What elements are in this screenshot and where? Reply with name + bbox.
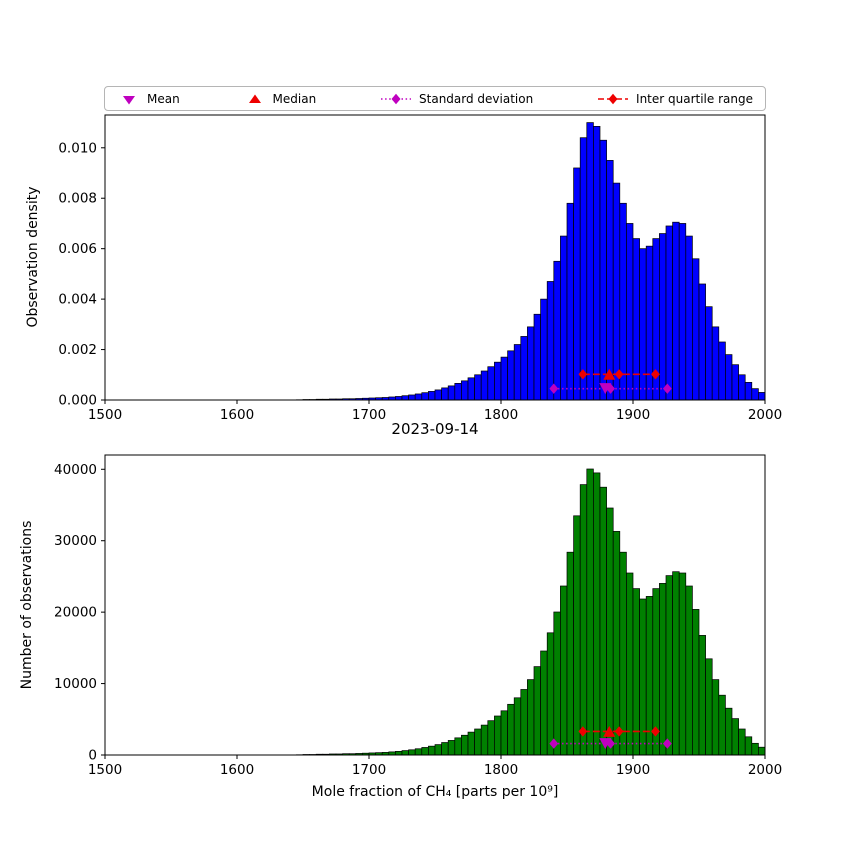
legend-item-iqr: Inter quartile range: [596, 92, 753, 106]
stat-markers: [549, 725, 672, 750]
svg-text:30000: 30000: [54, 533, 97, 549]
legend: Mean Median Standard deviation Inter qua…: [104, 86, 766, 111]
iqr-dashed-diamond-icon: [598, 93, 629, 104]
svg-text:0.002: 0.002: [58, 342, 97, 358]
svg-text:2000: 2000: [748, 407, 782, 423]
std-deviation-dotted-diamond-icon: [381, 93, 412, 104]
ylabel-density: Observation density: [25, 186, 41, 328]
stat-markers: [549, 368, 672, 395]
legend-label-median: Median: [272, 91, 317, 106]
svg-text:1800: 1800: [484, 762, 518, 778]
ylabel-counts: Number of observations: [19, 520, 35, 690]
svg-text:2000: 2000: [748, 762, 782, 778]
legend-label-mean: Mean: [147, 91, 180, 106]
svg-text:1600: 1600: [220, 762, 254, 778]
svg-text:1900: 1900: [616, 407, 650, 423]
histogram-bars: [296, 122, 766, 401]
density-histogram: 1500 1600 1700 1800 1900 2000 0.000 0.002 0.004 0…: [58, 114, 782, 423]
svg-text:0.010: 0.010: [58, 140, 97, 156]
svg-text:0.006: 0.006: [58, 241, 97, 257]
svg-text:0.000: 0.000: [58, 393, 97, 409]
svg-text:1700: 1700: [352, 762, 386, 778]
svg-text:1700: 1700: [352, 407, 386, 423]
svg-text:40000: 40000: [54, 462, 97, 478]
svg-text:1800: 1800: [484, 407, 518, 423]
svg-text:20000: 20000: [54, 605, 97, 621]
chart-title-date: 2023-09-14: [391, 420, 479, 438]
xlabel-mole-fraction: Mole fraction of CH₄ [parts per 10⁹]: [311, 784, 559, 800]
legend-label-std: Standard deviation: [419, 91, 534, 106]
legend-item-std: Standard deviation: [379, 92, 533, 106]
svg-text:10000: 10000: [54, 676, 97, 692]
counts-histogram: 1500 1600 1700 1800 1900 20000100002000030000…: [54, 454, 782, 778]
svg-text:0.004: 0.004: [58, 292, 97, 308]
median-triangle-up-icon: [248, 94, 261, 103]
svg-text:1600: 1600: [220, 407, 254, 423]
legend-item-mean: Mean: [117, 92, 180, 106]
histogram-bars: [296, 468, 766, 756]
svg-text:0: 0: [88, 748, 97, 764]
legend-label-iqr: Inter quartile range: [636, 91, 753, 106]
axis-ticks: 1500 1600 1700 1800 1900 20000100002000030000…: [54, 462, 782, 778]
axis-ticks: 1500 1600 1700 1800 1900 2000 0.000 0.002 0.004 0…: [58, 140, 782, 423]
svg-text:1900: 1900: [616, 762, 650, 778]
svg-text:1500: 1500: [88, 762, 122, 778]
mean-triangle-down-icon: [123, 95, 135, 104]
svg-text:1500: 1500: [88, 407, 122, 423]
svg-text:0.008: 0.008: [58, 191, 97, 207]
legend-item-median: Median: [243, 91, 317, 106]
